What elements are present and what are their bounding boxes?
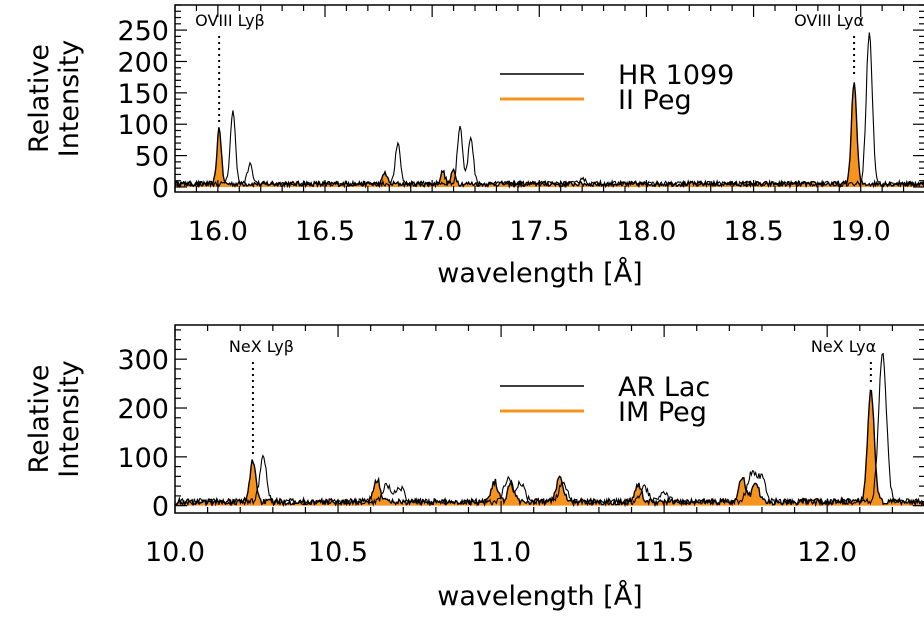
top-x-tick-label: 19.0 <box>831 216 891 247</box>
bottom-x-tick-label: 10.5 <box>308 537 368 568</box>
bottom-y-tick-label: 0 <box>152 492 169 523</box>
top-y-tick-label: 150 <box>117 79 169 110</box>
bottom-spectrum-panel: NeX Lyβ NeX Lyα 10.0 10.5 11.0 11.5 12.0 0 100 20… <box>24 324 924 612</box>
bottom-y-axis-title-line: Intensity <box>54 360 85 478</box>
bottom-series-ar-lac-line <box>175 352 924 508</box>
bottom-axes-frame <box>174 324 924 514</box>
top-y-tick-label: 50 <box>135 142 169 173</box>
bottom-plot-area <box>175 352 924 508</box>
bottom-y-tick-label: 300 <box>117 345 169 376</box>
bottom-line-label-1: NeX Lyα <box>811 337 876 356</box>
top-y-axis-title: RelativeIntensity <box>24 40 85 158</box>
top-line-label-1: OVIII Lyα <box>794 11 864 30</box>
top-plot-area <box>175 32 924 190</box>
top-y-tick-label: 200 <box>117 47 169 78</box>
top-x-tick-label: 17.0 <box>402 216 462 247</box>
bottom-x-tick-label: 11.5 <box>634 537 694 568</box>
top-x-tick-label: 16.0 <box>188 216 248 247</box>
top-legend-label-1: II Peg <box>618 85 692 116</box>
top-x-tick-label: 18.5 <box>724 216 784 247</box>
bottom-x-tick-label: 10.0 <box>145 537 205 568</box>
top-y-axis-title-line: Intensity <box>54 40 85 158</box>
top-spectrum-panel: OVIII Lyβ OVIII Lyα 16.0 16.5 17.0 17.5 18.0 18… <box>24 4 924 289</box>
bottom-y-axis-title-line: Relative <box>24 365 55 474</box>
top-axes-frame <box>174 4 924 193</box>
top-x-tick-label: 18.0 <box>616 216 676 247</box>
top-y-tick-label: 0 <box>152 173 169 204</box>
bottom-series-im-peg-outline <box>175 389 924 508</box>
top-series-ii-peg-outline <box>175 82 924 190</box>
bottom-x-tick-label: 12.0 <box>797 537 857 568</box>
bottom-legend-label-1: IM Peg <box>618 397 707 428</box>
top-y-tick-label: 250 <box>117 16 169 47</box>
top-y-axis-title-line: Relative <box>24 44 55 153</box>
top-legend-label-0: HR 1099 <box>618 60 734 91</box>
top-x-tick-label: 17.5 <box>509 216 569 247</box>
bottom-y-tick-label: 200 <box>117 394 169 425</box>
bottom-legend-label-0: AR Lac <box>618 372 710 403</box>
bottom-series-im-peg-fill <box>175 390 924 506</box>
top-series-hr-1099-line <box>175 32 924 189</box>
top-x-axis-title: wavelength [Å] <box>437 257 642 289</box>
top-y-tick-label: 100 <box>117 110 169 141</box>
bottom-y-tick-label: 100 <box>117 443 169 474</box>
top-series-ii-peg-fill <box>175 82 924 187</box>
bottom-line-label-0: NeX Lyβ <box>229 337 294 356</box>
top-line-label-0: OVIII Lyβ <box>195 11 265 30</box>
bottom-y-axis-title: RelativeIntensity <box>24 360 85 478</box>
top-x-tick-label: 16.5 <box>295 216 355 247</box>
bottom-x-tick-label: 11.0 <box>471 537 531 568</box>
bottom-x-axis-title: wavelength [Å] <box>437 580 642 612</box>
